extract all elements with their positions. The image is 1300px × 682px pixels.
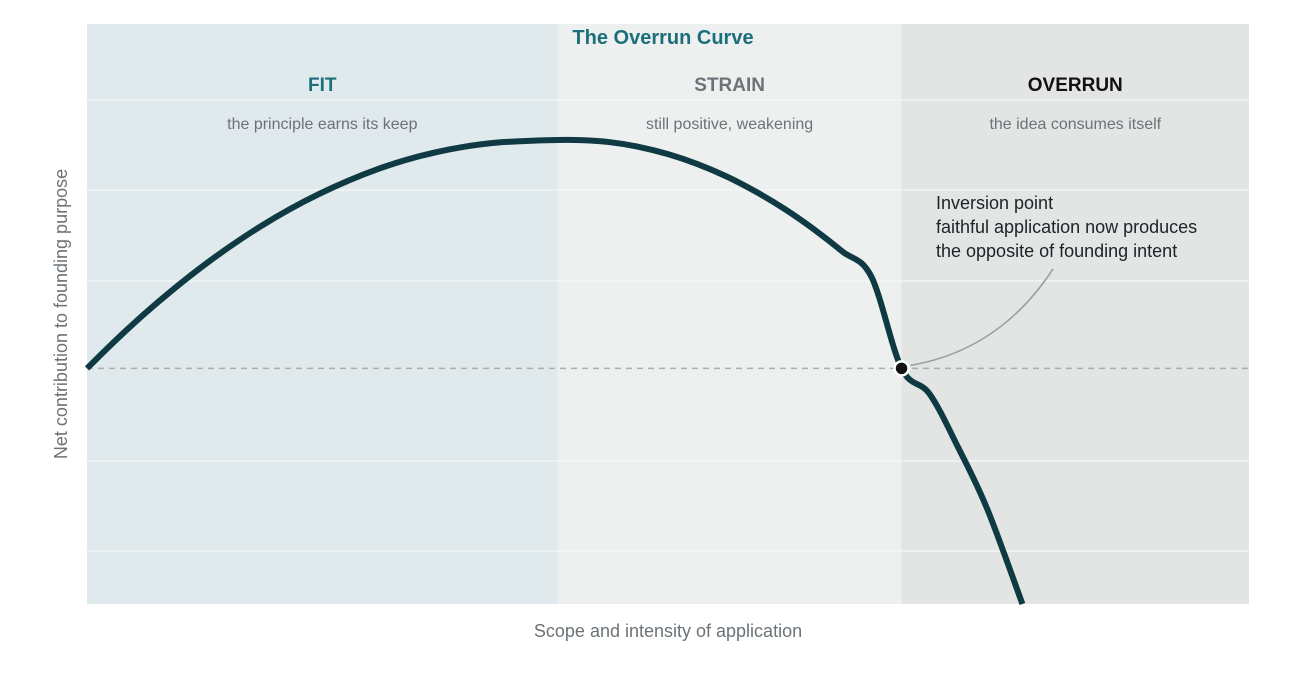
annotation-line-1: Inversion point [936, 193, 1053, 213]
chart-title: The Overrun Curve [572, 27, 753, 49]
y-axis-label: Net contribution to founding purpose [51, 169, 71, 459]
zone-labels: FIT the principle earns its keep STRAIN sti… [227, 75, 1162, 133]
x-axis-label: Scope and intensity of application [534, 621, 802, 641]
zone-background-overrun [901, 24, 1249, 604]
annotation-text: Inversion point faithful application now… [936, 193, 1202, 261]
zone-backgrounds [87, 24, 1249, 604]
annotation-leader-line [910, 268, 1054, 367]
annotation-line-2: faithful application now produces [936, 217, 1197, 237]
zone-description-overrun: the idea consumes itself [989, 116, 1161, 133]
zone-description-strain: still positive, weakening [646, 116, 813, 133]
series-line [84, 136, 1026, 606]
zone-label-overrun: OVERRUN [1028, 75, 1123, 96]
zone-description-fit: the principle earns its keep [227, 116, 417, 133]
zone-background-fit [87, 24, 558, 604]
zone-label-fit: FIT [308, 75, 337, 96]
zone-label-strain: STRAIN [694, 75, 765, 96]
annotation-line-3: the opposite of founding intent [936, 241, 1177, 261]
zone-background-strain [557, 24, 902, 604]
grid-lines [87, 99, 1249, 552]
inversion-point-marker [893, 360, 910, 377]
